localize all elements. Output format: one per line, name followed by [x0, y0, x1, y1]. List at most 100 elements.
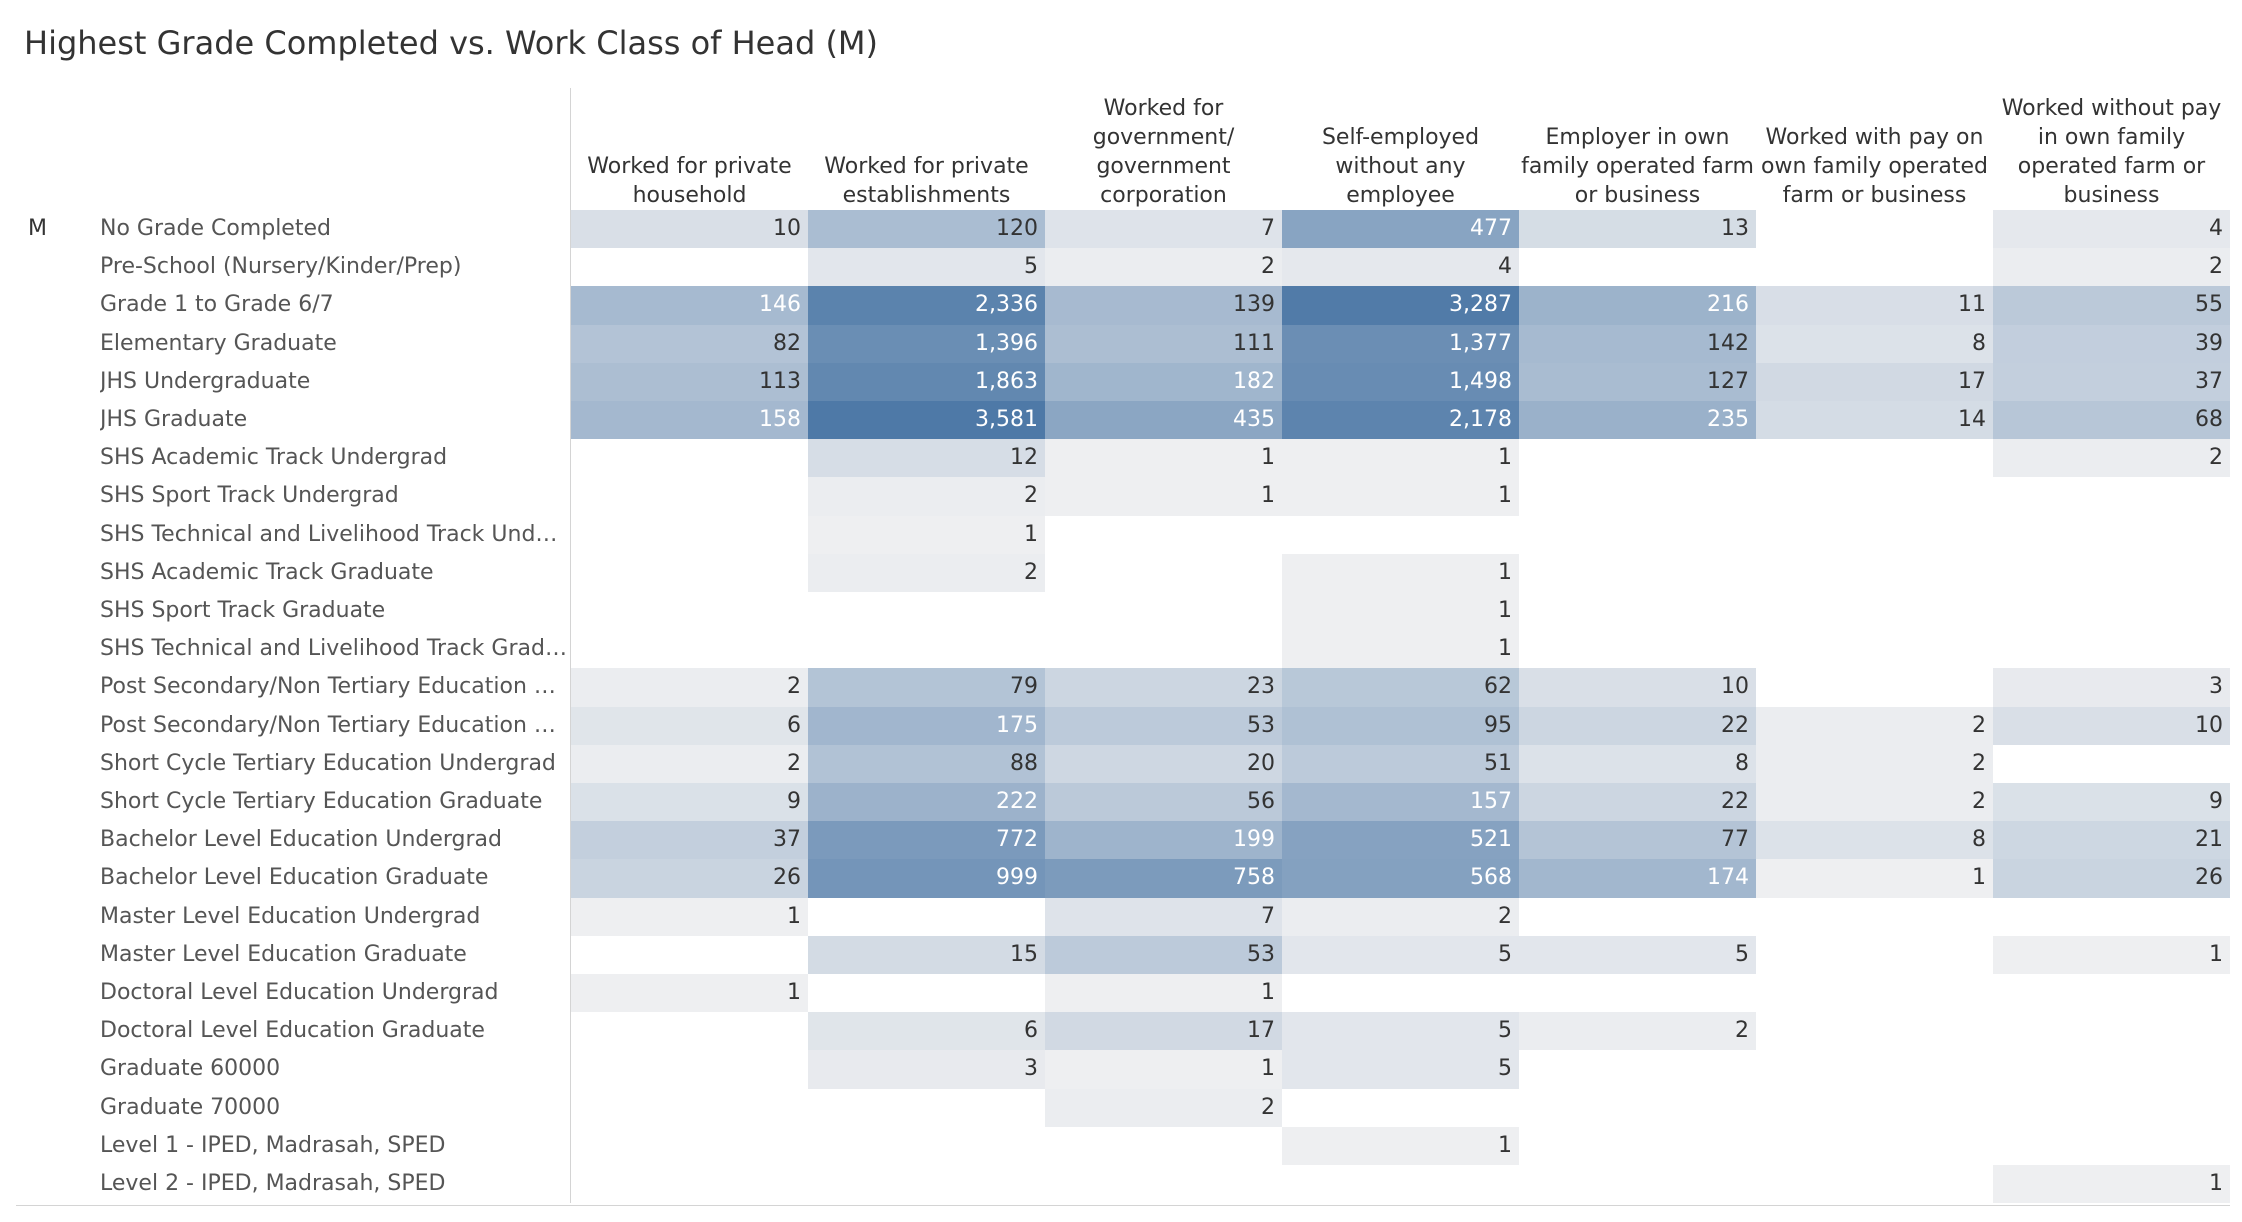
table-cell: 1	[808, 515, 1045, 554]
row-label: Doctoral Level Education Undergrad	[100, 980, 499, 1005]
row-group-label: M	[28, 216, 47, 241]
row-label: JHS Undergraduate	[100, 368, 311, 394]
table-cell: 999	[808, 859, 1045, 898]
table-cell: 1	[571, 897, 808, 936]
row-label: Post Secondary/Non Tertiary Education Un…	[100, 674, 569, 700]
column-header: Worked for government/government corporati…	[1092, 96, 1235, 208]
table-cell: 9	[571, 783, 808, 822]
row-label: Elementary Graduate	[100, 330, 337, 356]
table-cell: 8	[1756, 324, 1993, 363]
table-cell: 216	[1519, 286, 1756, 325]
table-cell: 5	[808, 248, 1045, 287]
table-cell: 5	[1282, 935, 1519, 974]
table-cell: 1	[1045, 974, 1282, 1013]
row-label: Grade 1 to Grade 6/7	[100, 292, 334, 318]
table-cell: 142	[1519, 324, 1756, 363]
table-cell: 51	[1282, 744, 1519, 783]
table-cell: 4	[1282, 248, 1519, 287]
table-cell: 22	[1519, 783, 1756, 822]
table-cell: 182	[1045, 362, 1282, 401]
table-cell: 2	[1045, 248, 1282, 287]
table-cell: 235	[1519, 401, 1756, 440]
table-cell: 3	[1993, 668, 2230, 707]
row-label: Doctoral Level Education Graduate	[100, 1018, 485, 1044]
table-cell: 10	[1519, 668, 1756, 707]
row-label: Master Level Education Graduate	[100, 941, 467, 967]
table-cell: 1	[1756, 859, 1993, 898]
table-cell: 1,396	[808, 324, 1045, 363]
table-cell: 127	[1519, 362, 1756, 401]
table-cell: 7	[1045, 897, 1282, 936]
row-label: Short Cycle Tertiary Education Undergrad	[100, 750, 556, 776]
column-header: Worked with pay on own family operated far…	[1761, 125, 1988, 208]
table-cell: 2	[1282, 897, 1519, 936]
table-cell: 222	[808, 783, 1045, 822]
table-cell: 21	[1993, 821, 2230, 860]
row-label: Bachelor Level Education Graduate	[100, 865, 489, 891]
column-header: Worked for private establishments	[824, 154, 1029, 208]
table-cell: 2	[1993, 439, 2230, 478]
table-cell: 22	[1519, 706, 1756, 745]
row-label: SHS Academic Track Graduate	[100, 559, 434, 585]
table-cell: 79	[808, 668, 1045, 707]
column-header: Employer in own family operated farm or bu…	[1521, 125, 1754, 208]
table-cell: 82	[571, 324, 808, 363]
table-cell: 175	[808, 706, 1045, 745]
table-cell: 157	[1282, 783, 1519, 822]
table-cell: 11	[1756, 286, 1993, 325]
table-cell: 10	[1993, 706, 2230, 745]
row-label: Pre-School (Nursery/Kinder/Prep)	[100, 254, 462, 280]
table-cell: 2	[1519, 1012, 1756, 1051]
table-cell: 3,581	[808, 401, 1045, 440]
table-cell: 37	[1993, 362, 2230, 401]
table-cell: 4	[1993, 210, 2230, 249]
table-cell: 113	[571, 362, 808, 401]
table-cell: 2	[808, 477, 1045, 516]
table-cell: 37	[571, 821, 808, 860]
table-cell: 2	[1993, 248, 2230, 287]
row-label: Graduate 70000	[100, 1094, 281, 1120]
table-cell: 772	[808, 821, 1045, 860]
table-cell: 199	[1045, 821, 1282, 860]
table-cell: 77	[1519, 821, 1756, 860]
table-cell: 1	[1045, 477, 1282, 516]
table-cell: 1	[1045, 439, 1282, 478]
table-cell: 8	[1756, 821, 1993, 860]
table-cell: 20	[1045, 744, 1282, 783]
table-cell: 10	[571, 210, 808, 249]
row-label: SHS Sport Track Graduate	[100, 598, 386, 623]
table-cell: 7	[1045, 210, 1282, 249]
row-label: Post Secondary/Non Tertiary Education Gr…	[100, 712, 569, 738]
table-cell: 1	[1282, 439, 1519, 478]
table-cell: 55	[1993, 286, 2230, 325]
table-cell: 5	[1282, 1012, 1519, 1051]
table-cell: 68	[1993, 401, 2230, 440]
table-cell: 2	[1756, 744, 1993, 783]
row-label: No Grade Completed	[100, 216, 331, 241]
table-cell: 13	[1519, 210, 1756, 249]
table-cell: 17	[1756, 362, 1993, 401]
table-cell: 2,178	[1282, 401, 1519, 440]
table-cell: 2	[1045, 1088, 1282, 1127]
table-cell: 2	[1756, 706, 1993, 745]
table-cell: 1	[571, 974, 808, 1013]
row-label: SHS Sport Track Undergrad	[100, 483, 399, 509]
table-cell: 1	[1045, 1050, 1282, 1089]
row-label: Level 1 - IPED, Madrasah, SPED	[100, 1132, 446, 1158]
table-cell: 26	[571, 859, 808, 898]
row-label: Master Level Education Undergrad	[100, 903, 481, 929]
table-cell: 1	[1282, 553, 1519, 592]
row-label: SHS Academic Track Undergrad	[100, 445, 448, 471]
table-cell: 120	[808, 210, 1045, 249]
table-cell: 26	[1993, 859, 2230, 898]
table-cell: 5	[1282, 1050, 1519, 1089]
table-cell: 3,287	[1282, 286, 1519, 325]
table-cell: 1	[1993, 1165, 2230, 1204]
table-cell: 9	[1993, 783, 2230, 822]
table-cell: 1	[1282, 477, 1519, 516]
table-cell: 1	[1282, 592, 1519, 631]
table-cell: 6	[571, 706, 808, 745]
row-label: Level 2 - IPED, Madrasah, SPED	[100, 1171, 446, 1196]
column-header: Worked for private household	[587, 154, 792, 208]
